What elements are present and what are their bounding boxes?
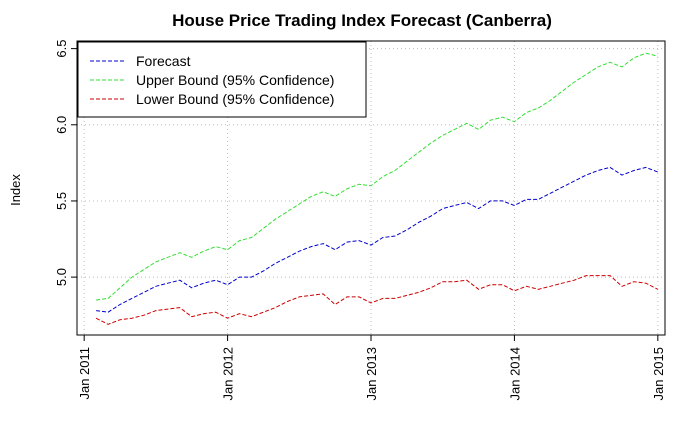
legend-label-0: Forecast (136, 53, 191, 69)
x-tick-label-0: Jan 2011 (77, 347, 92, 400)
x-tick-label-4: Jan 2015 (651, 347, 666, 401)
series-line-2 (95, 275, 659, 325)
y-axis-label: Index (8, 174, 23, 206)
legend-label-1: Upper Bound (95% Confidence) (136, 72, 334, 88)
series-line-1 (96, 52, 658, 301)
y-tick-label-1: 5.5 (54, 192, 69, 210)
series-line-0 (96, 166, 658, 313)
x-tick-label-2: Jan 2013 (364, 347, 379, 401)
x-tick-label-3: Jan 2014 (507, 347, 522, 401)
series-lines (95, 52, 659, 325)
legend-label-2: Lower Bound (95% Confidence) (136, 91, 334, 107)
y-tick-label-0: 5.0 (54, 268, 69, 286)
legend: Forecast Upper Bound (95% Confidence) Lowe… (77, 41, 367, 118)
y-tick-label-2: 6.0 (54, 116, 69, 134)
chart-title: House Price Trading Index Forecast (Canb… (172, 11, 552, 30)
legend-box (77, 41, 367, 118)
x-tick-label-1: Jan 2012 (221, 347, 236, 401)
axes: 5.0 5.5 6.0 6.5 Jan 2011 Jan 2012 Jan 2013 Jan … (54, 40, 666, 401)
y-tick-label-3: 6.5 (54, 40, 69, 58)
